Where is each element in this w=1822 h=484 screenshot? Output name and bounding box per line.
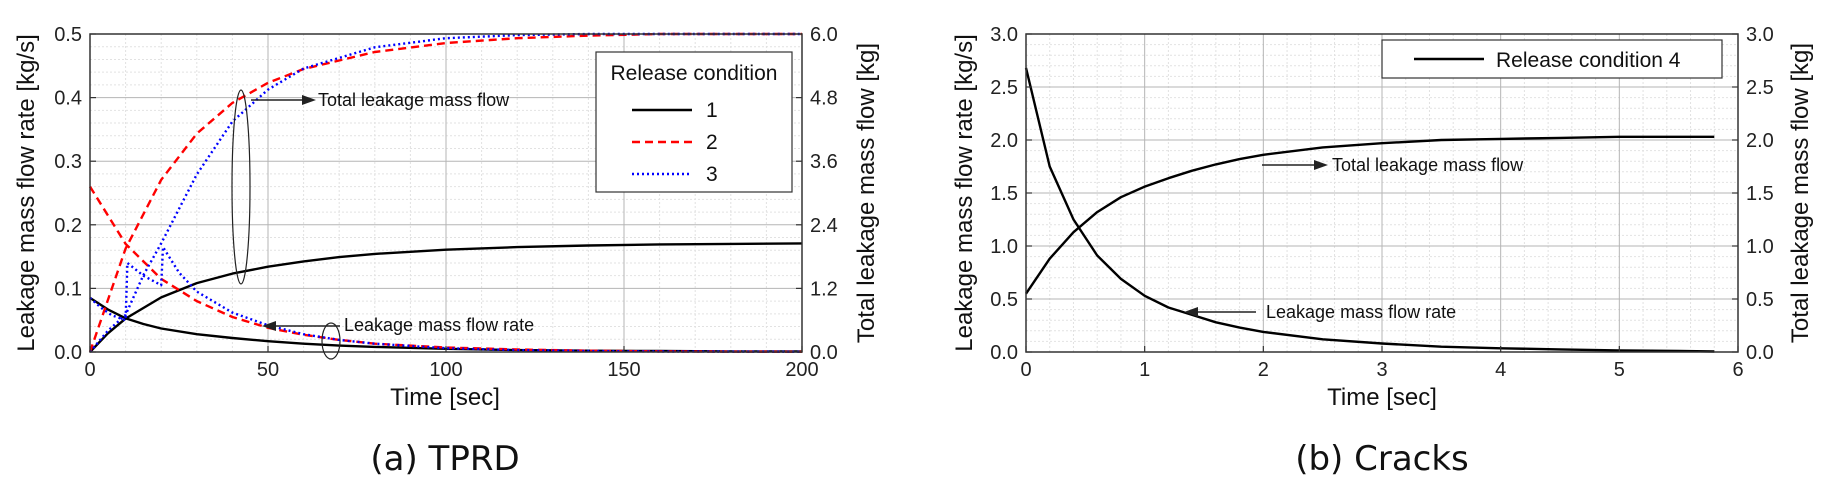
- annotation-arrowhead-total: [302, 95, 316, 105]
- y-tick-label: 1.0: [990, 236, 1018, 258]
- annotation-b-arrowhead-total: [1314, 160, 1328, 170]
- y2-tick-label: 0.5: [1746, 289, 1774, 311]
- series-line-1-left: [89, 296, 802, 353]
- y-tick-label: 2.5: [990, 77, 1018, 99]
- panel-b-caption: (b) Cracks: [1295, 439, 1469, 479]
- panel-a-xlabel: Time [sec]: [390, 384, 500, 411]
- panel-b-series: [1024, 67, 1715, 353]
- y-tick-label: 0.5: [990, 289, 1018, 311]
- annotation-leakage-rate: Leakage mass flow rate: [344, 315, 534, 335]
- panel-b-annotations: Total leakage mass flow Leakage mass flo…: [1184, 155, 1524, 322]
- legend-label-1: 1: [706, 99, 718, 122]
- series-line-2-left: [88, 185, 803, 353]
- panel-a-caption: (a) TPRD: [370, 439, 519, 479]
- y2-tick-label: 0.0: [810, 342, 838, 364]
- annotation-total-leakage: Total leakage mass flow: [318, 90, 510, 110]
- y2-tick-label: 2.5: [1746, 77, 1774, 99]
- x-tick-label: 2: [1258, 359, 1269, 381]
- legend-label-2: 2: [706, 131, 718, 154]
- y-tick-label: 2.0: [990, 130, 1018, 152]
- panel-b-legend: Release condition 4: [1381, 39, 1723, 79]
- x-tick-label: 0: [84, 359, 95, 381]
- x-tick-label: 6: [1732, 359, 1743, 381]
- annotation-b-total-leakage: Total leakage mass flow: [1332, 155, 1524, 175]
- y2-tick-label: 0.0: [1746, 342, 1774, 364]
- series-line-3-left: [89, 245, 803, 353]
- y2-tick-label: 2.0: [1746, 130, 1774, 152]
- annotation-arrowhead-rate: [262, 321, 276, 331]
- panel-a-legend-box: [595, 51, 793, 193]
- y2-tick-label: 4.8: [810, 88, 838, 110]
- legend-label-4: Release condition 4: [1496, 49, 1681, 72]
- annotation-b-leakage-rate: Leakage mass flow rate: [1266, 302, 1456, 322]
- panel-a-ylabel: Leakage mass flow rate [kg/s]: [13, 34, 40, 351]
- annotation-ellipse-rate: [321, 322, 341, 360]
- y2-tick-label: 1.5: [1746, 183, 1774, 205]
- panel-a-annotations: Total leakage mass flow Leakage mass flo…: [231, 89, 534, 360]
- y-tick-label: 0.0: [990, 342, 1018, 364]
- y-tick-label: 0.2: [54, 215, 82, 237]
- y2-tick-label: 2.4: [810, 215, 838, 237]
- panel-b-xlabel: Time [sec]: [1327, 384, 1437, 411]
- y-tick-label: 0.4: [54, 88, 82, 110]
- y-tick-label: 1.5: [990, 183, 1018, 205]
- x-tick-label: 1: [1139, 359, 1150, 381]
- y2-tick-label: 1.2: [810, 278, 838, 300]
- x-tick-label: 5: [1614, 359, 1625, 381]
- y-tick-label: 0.0: [54, 342, 82, 364]
- panel-a-y2label: Total leakage mass flow [kg]: [853, 43, 880, 343]
- x-tick-label: 3: [1376, 359, 1387, 381]
- y-tick-label: 0.1: [54, 278, 82, 300]
- y-tick-label: 0.5: [54, 24, 82, 46]
- panel-a-ticks: 0 50 100 150 2000.00.10.20.30.40.50.01.22.43…: [54, 24, 838, 381]
- x-tick-label: 50: [257, 359, 279, 381]
- x-tick-label: 0: [1020, 359, 1031, 381]
- y-tick-label: 3.0: [990, 24, 1018, 46]
- series-line-release-condition-4-left: [1024, 67, 1715, 353]
- series-line-release-condition-4-right: [1025, 135, 1715, 295]
- annotation-b-arrowhead-rate: [1184, 307, 1198, 317]
- legend-label-3: 3: [706, 163, 718, 186]
- panel-b-ticks: 0 1 2 3 4 5 60.00.51.01.52.02.53.00.00.51.01.5…: [990, 24, 1774, 381]
- x-tick-label: 200: [785, 359, 818, 381]
- x-tick-label: 150: [607, 359, 640, 381]
- series-line-1-right: [89, 242, 803, 353]
- y2-tick-label: 1.0: [1746, 236, 1774, 258]
- x-tick-label: 100: [429, 359, 462, 381]
- x-tick-label: 4: [1495, 359, 1506, 381]
- y2-tick-label: 3.6: [810, 151, 838, 173]
- panel-b-ylabel: Leakage mass flow rate [kg/s]: [951, 34, 978, 351]
- panel-b-y2label: Total leakage mass flow [kg]: [1787, 43, 1814, 343]
- panel-a-legend: Release condition 1 2 3: [595, 51, 793, 193]
- panel-a-legend-title: Release condition: [611, 62, 778, 85]
- y2-tick-label: 6.0: [810, 24, 838, 46]
- y2-tick-label: 3.0: [1746, 24, 1774, 46]
- panel-a: 0 50 100 150 2000.00.10.20.30.40.50.01.22.43…: [13, 24, 880, 479]
- panel-b: 0 1 2 3 4 5 60.00.51.01.52.02.53.00.00.51.01.5…: [951, 24, 1814, 479]
- annotation-ellipse-total: [231, 89, 251, 285]
- y-tick-label: 0.3: [54, 151, 82, 173]
